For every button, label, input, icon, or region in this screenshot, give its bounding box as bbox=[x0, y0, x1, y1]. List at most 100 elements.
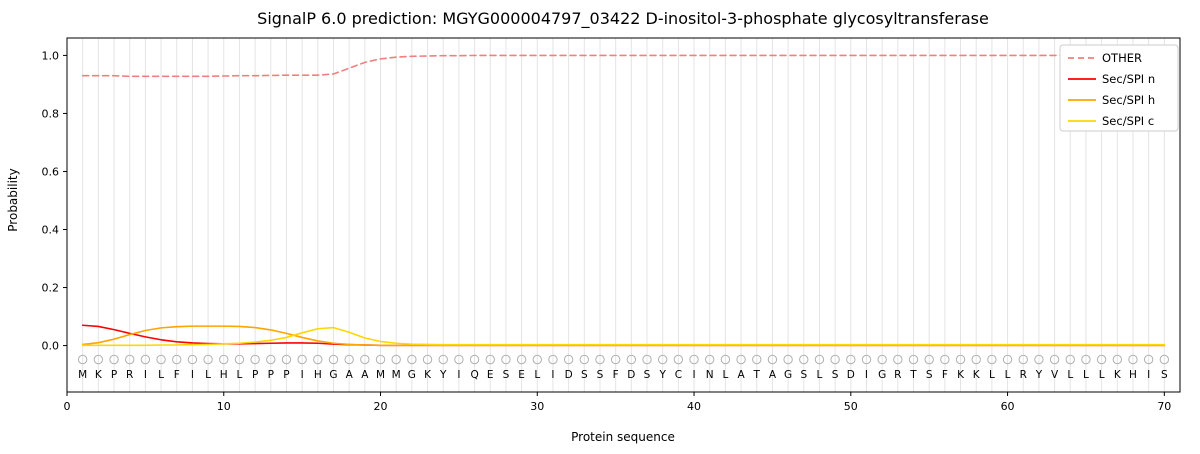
position-marker bbox=[203, 354, 213, 365]
sequence-letter: C bbox=[675, 369, 682, 381]
sequence-letter: D bbox=[847, 369, 855, 381]
sequence-letter: A bbox=[737, 369, 745, 381]
position-marker bbox=[642, 354, 652, 365]
sequence-letter: R bbox=[1020, 369, 1027, 381]
position-marker bbox=[1002, 354, 1013, 365]
x-tick-label: 40 bbox=[687, 400, 701, 413]
sequence-letter: I bbox=[144, 369, 147, 381]
sequence-letter: S bbox=[644, 369, 651, 381]
sequence-letter: S bbox=[1161, 369, 1168, 381]
sequence-letter: K bbox=[973, 369, 981, 381]
sequence-letter: S bbox=[581, 369, 588, 381]
sequence-letter: H bbox=[1129, 369, 1137, 381]
position-marker bbox=[720, 354, 731, 365]
sequence-letter: I bbox=[551, 369, 554, 381]
position-marker bbox=[532, 354, 542, 365]
position-marker bbox=[987, 354, 997, 365]
sequence-letter: P bbox=[252, 369, 258, 381]
sequence-letter: S bbox=[832, 369, 839, 381]
sequence-letter: L bbox=[1005, 369, 1011, 381]
sequence-letter: K bbox=[95, 369, 103, 381]
position-marker bbox=[610, 354, 621, 365]
position-marker bbox=[485, 354, 495, 365]
x-tick-label: 30 bbox=[530, 400, 544, 413]
position-marker bbox=[77, 354, 88, 365]
plot-area: 0.00.20.40.60.81.00 10 20 30 40 50 60 70M K P R I L F… bbox=[42, 37, 1181, 413]
position-marker bbox=[125, 354, 135, 365]
x-tick-label: 10 bbox=[217, 400, 231, 413]
position-marker bbox=[924, 354, 934, 365]
sequence-letter: P bbox=[283, 369, 289, 381]
sequence-letter: L bbox=[817, 369, 823, 381]
position-marker bbox=[1081, 354, 1091, 365]
position-marker bbox=[281, 354, 292, 365]
sequence-letter: L bbox=[989, 369, 995, 381]
position-marker bbox=[391, 354, 401, 365]
sequence-letter: K bbox=[424, 369, 432, 381]
sequence-letter: M bbox=[376, 369, 385, 381]
sequence-letter: K bbox=[1114, 369, 1122, 381]
sequence-letter: M bbox=[392, 369, 401, 381]
legend-label: Sec/SPI c bbox=[1102, 114, 1154, 128]
sequence-letter: R bbox=[894, 369, 901, 381]
series-line-other bbox=[81, 54, 1166, 78]
position-marker bbox=[861, 354, 872, 365]
sequence-letter: P bbox=[111, 369, 117, 381]
legend-label: Sec/SPI n bbox=[1102, 72, 1155, 86]
sequence-letter: K bbox=[957, 369, 965, 381]
position-marker bbox=[657, 354, 668, 365]
sequence-letter: Y bbox=[658, 369, 666, 381]
sequence-letter: S bbox=[800, 369, 807, 381]
position-marker bbox=[1096, 354, 1107, 365]
position-marker bbox=[893, 354, 903, 365]
position-marker bbox=[673, 354, 684, 365]
position-marker bbox=[266, 354, 276, 365]
sequence-letter: Q bbox=[470, 369, 478, 381]
sequence-letter: V bbox=[1051, 369, 1059, 381]
position-marker bbox=[250, 354, 260, 365]
x-tick-label: 50 bbox=[844, 400, 858, 413]
position-marker bbox=[689, 354, 699, 365]
position-marker bbox=[501, 354, 511, 365]
position-marker bbox=[454, 354, 464, 365]
sequence-letter: L bbox=[237, 369, 243, 381]
x-tick-label: 70 bbox=[1157, 400, 1171, 413]
position-marker bbox=[1065, 354, 1075, 365]
sequence-letter: S bbox=[597, 369, 604, 381]
series-line-sec-spi-c bbox=[81, 326, 1166, 347]
legend-label: OTHER bbox=[1102, 51, 1142, 65]
x-tick-label: 20 bbox=[374, 400, 388, 413]
sequence-letter: I bbox=[1147, 369, 1150, 381]
position-marker bbox=[563, 354, 574, 365]
position-marker bbox=[93, 354, 104, 365]
y-tick-label: 1.0 bbox=[42, 49, 60, 62]
position-marker bbox=[908, 354, 919, 365]
sequence-letter: G bbox=[408, 369, 416, 381]
position-marker bbox=[830, 354, 840, 365]
sequence-letter: F bbox=[613, 369, 619, 381]
chart-title: SignalP 6.0 prediction: MGYG000004797_03… bbox=[257, 9, 989, 29]
position-marker bbox=[705, 354, 715, 365]
position-marker bbox=[626, 354, 637, 365]
position-marker bbox=[516, 354, 527, 365]
sequence-letter: S bbox=[503, 369, 510, 381]
position-marker bbox=[328, 354, 339, 365]
x-tick-label: 60 bbox=[1001, 400, 1015, 413]
position-marker bbox=[971, 354, 981, 365]
position-marker bbox=[767, 354, 778, 365]
sequence-letter: L bbox=[534, 369, 540, 381]
position-marker bbox=[595, 354, 605, 365]
sequence-letter: T bbox=[753, 369, 761, 381]
position-marker bbox=[156, 354, 166, 365]
position-marker bbox=[955, 354, 966, 365]
sequence-letter: R bbox=[126, 369, 133, 381]
position-marker bbox=[140, 354, 151, 365]
sequence-letter: L bbox=[205, 369, 211, 381]
sequence-letter: T bbox=[909, 369, 917, 381]
sequence-letter: I bbox=[457, 369, 460, 381]
sequence-letter: L bbox=[158, 369, 164, 381]
sequence-letter: Y bbox=[439, 369, 447, 381]
position-marker bbox=[422, 354, 433, 365]
sequence-letter: I bbox=[865, 369, 868, 381]
